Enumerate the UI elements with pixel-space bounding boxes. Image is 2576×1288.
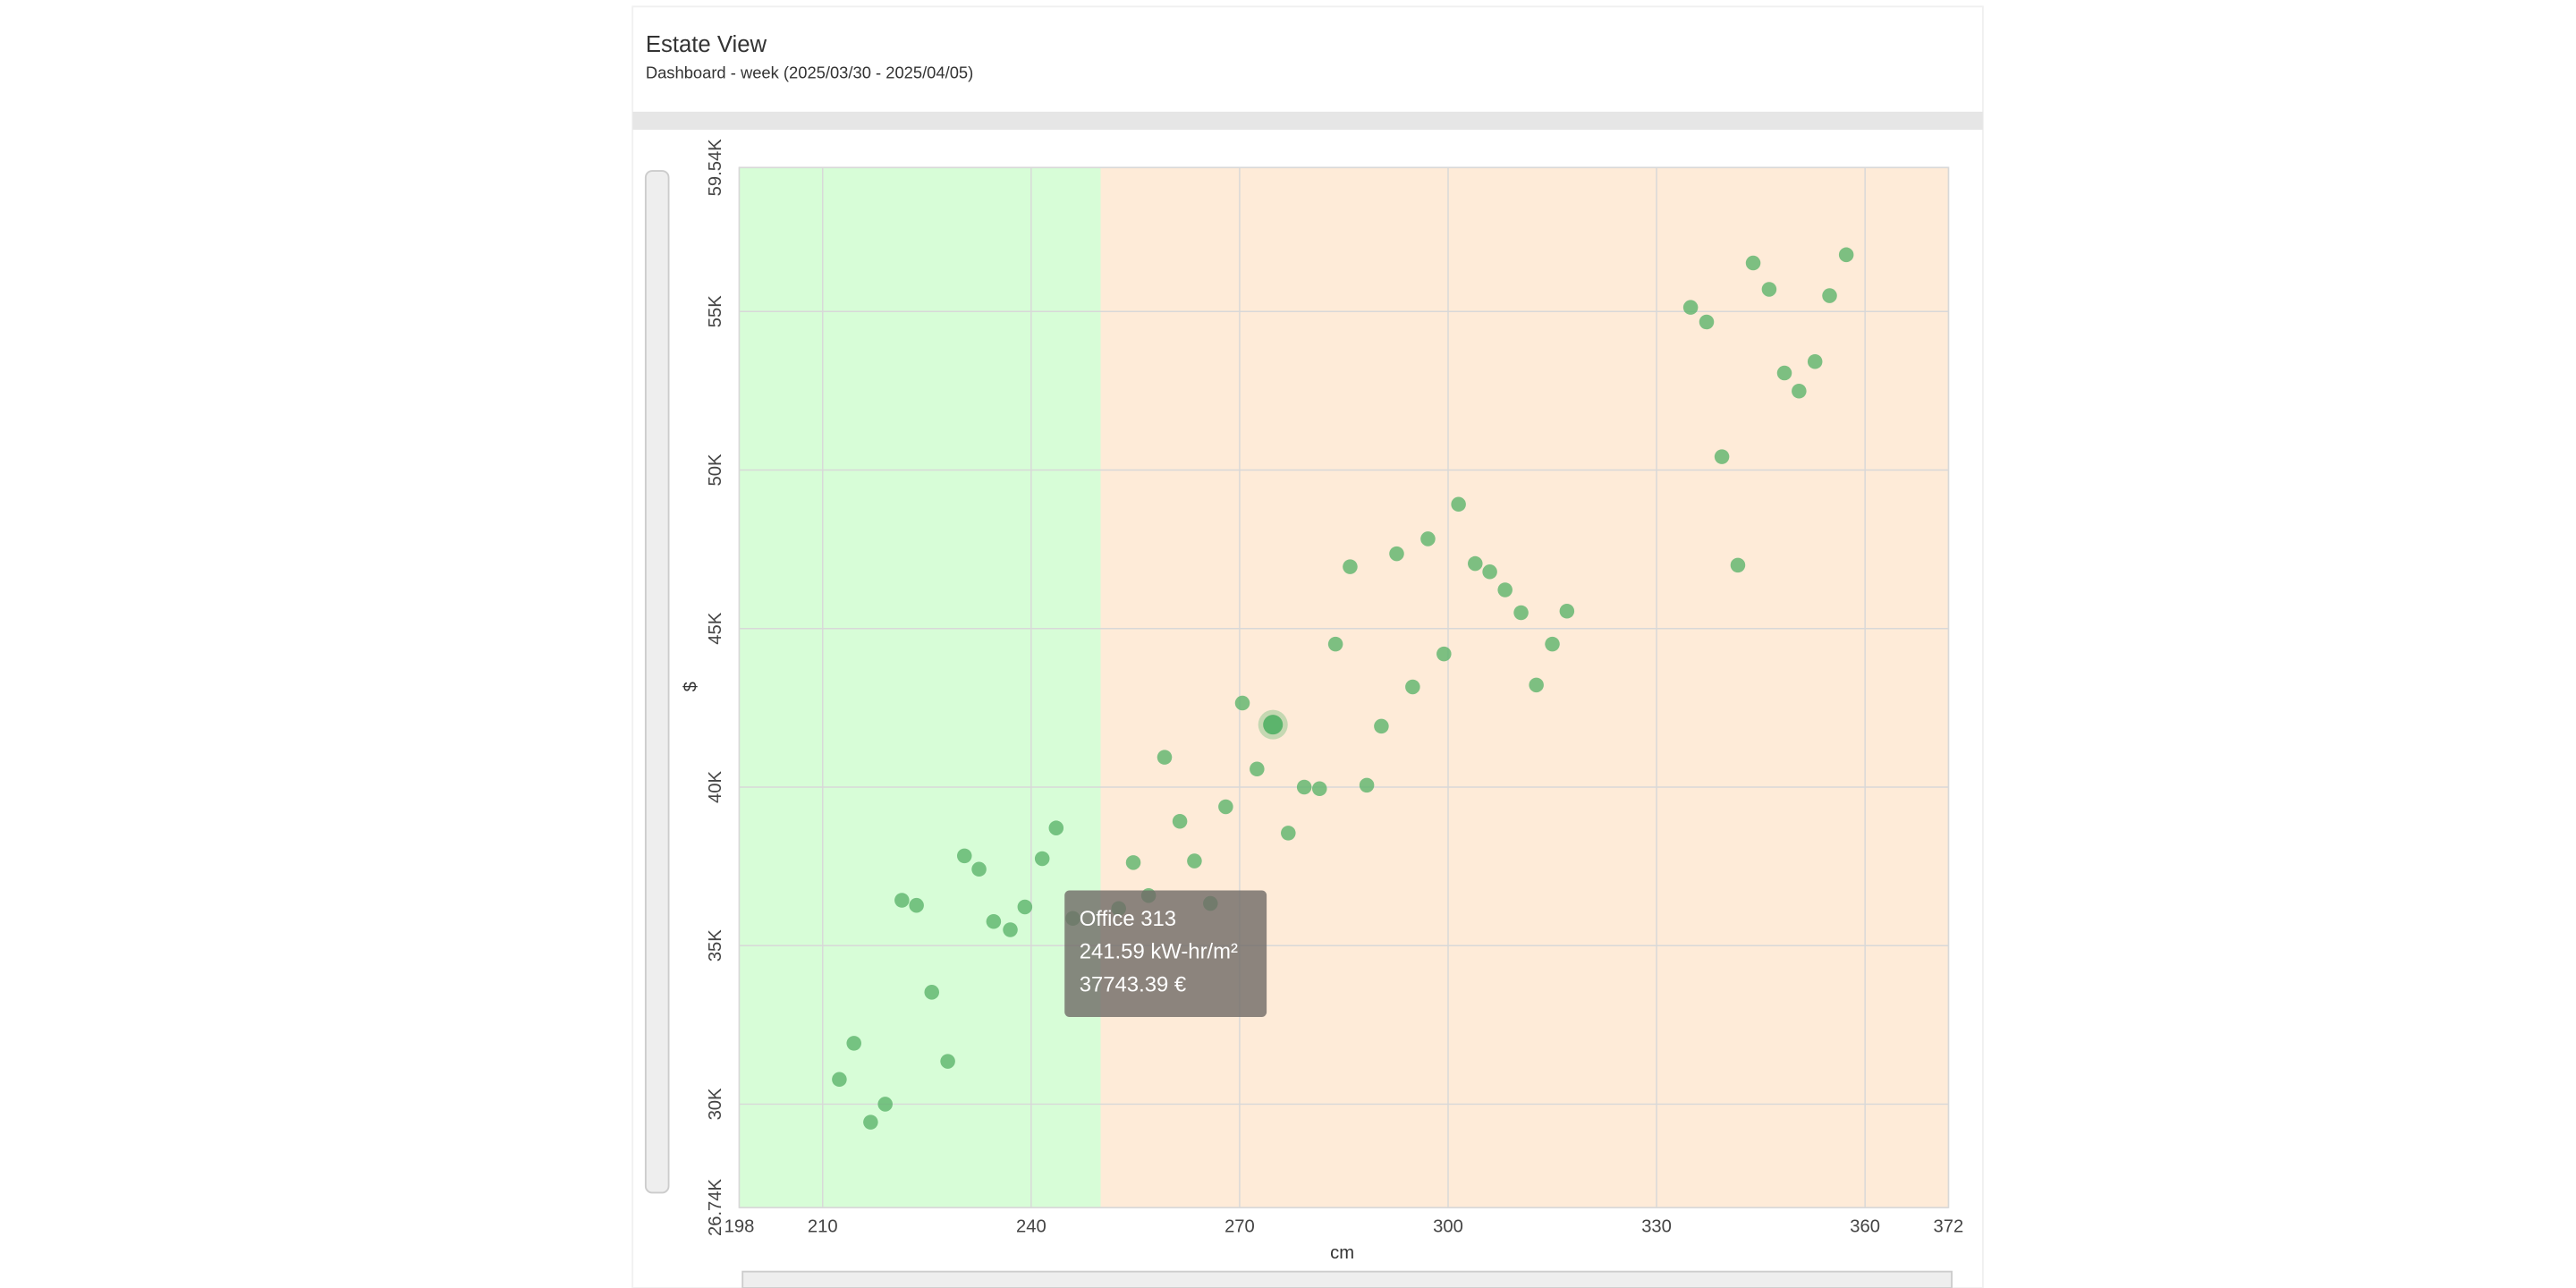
x-tick-label: 330 (1641, 1216, 1672, 1236)
region (1100, 167, 1949, 1208)
y-tick-label: 45K (706, 612, 725, 644)
page-subtitle: Dashboard - week (2025/03/30 - 2025/04/0… (646, 63, 973, 81)
point (909, 897, 924, 913)
point (1296, 779, 1312, 795)
x-tick-label: 360 (1850, 1216, 1880, 1236)
point (1497, 582, 1513, 597)
point (1281, 826, 1296, 841)
point (1436, 646, 1452, 662)
point (1327, 636, 1343, 652)
point (1529, 677, 1544, 693)
point (1374, 718, 1389, 734)
point (1157, 750, 1173, 765)
tooltip-line: 37743.39 € (1080, 972, 1186, 996)
point (940, 1054, 955, 1069)
y-tick-label: 55K (706, 295, 725, 327)
tooltip-line: 241.59 kW-hr/m² (1080, 940, 1238, 964)
point (1714, 449, 1730, 464)
region (739, 167, 1101, 1208)
point (1699, 314, 1715, 330)
point (1250, 761, 1265, 777)
point (1405, 679, 1420, 695)
toolbar-strip (632, 111, 1983, 131)
point (1218, 799, 1233, 815)
x-scrollbar[interactable] (741, 1270, 1953, 1288)
x-axis-label: cm (1330, 1243, 1354, 1263)
point (1311, 781, 1327, 797)
point (1468, 555, 1483, 572)
x-tick-label: 300 (1433, 1216, 1463, 1236)
point (832, 1072, 847, 1088)
page-title: Estate View (646, 32, 767, 57)
point (1513, 605, 1529, 621)
point (971, 861, 987, 877)
point (1730, 557, 1746, 573)
point (894, 893, 910, 908)
point (1792, 383, 1807, 399)
y-tick-label: 59.54K (706, 139, 725, 197)
point (1420, 531, 1436, 547)
point (1545, 636, 1560, 652)
point (1389, 546, 1404, 562)
point (1559, 603, 1575, 619)
point (863, 1114, 878, 1130)
point (1838, 247, 1854, 263)
point (1822, 288, 1837, 303)
x-tick-label: 240 (1016, 1216, 1046, 1236)
point (1359, 777, 1375, 793)
point (1482, 564, 1497, 580)
point (956, 848, 972, 864)
point (986, 914, 1002, 929)
point (1048, 820, 1064, 835)
tooltip-box (1064, 890, 1267, 1017)
x-tick-label: 270 (1224, 1216, 1255, 1236)
point (1263, 715, 1284, 735)
tooltip-line: Office 313 (1080, 907, 1176, 931)
point (1807, 354, 1823, 369)
point (924, 985, 940, 1000)
point (1125, 855, 1141, 870)
y-scrollbar[interactable] (644, 170, 670, 1194)
y-tick-label: 50K (706, 453, 725, 486)
point (1172, 813, 1188, 829)
point (1187, 853, 1202, 869)
point (1003, 922, 1018, 937)
point (1745, 255, 1761, 271)
point (1017, 899, 1033, 915)
point (1682, 300, 1699, 315)
point (1034, 851, 1050, 867)
x-tick-label: 198 (724, 1216, 755, 1236)
x-tick-label: 372 (1934, 1216, 1964, 1236)
point (1343, 559, 1358, 574)
point (1776, 365, 1792, 381)
y-tick-label: 40K (706, 770, 725, 802)
y-axis-label: $ (682, 682, 701, 691)
point (1451, 496, 1466, 513)
point (877, 1097, 893, 1112)
tooltip: Office 313 241.59 kW-hr/m² 37743.39 € (1064, 890, 1267, 1017)
point (846, 1036, 861, 1051)
x-tick-label: 210 (808, 1216, 838, 1236)
y-tick-label: 26.74K (706, 1178, 725, 1236)
y-tick-label: 35K (706, 929, 725, 962)
plot: 198 210 240 270 300 330 360 372 26.74K 30K 35K 40K 4… (706, 139, 1963, 1237)
point (1234, 695, 1250, 711)
y-tick-label: 30K (706, 1088, 725, 1120)
point (1761, 282, 1777, 297)
